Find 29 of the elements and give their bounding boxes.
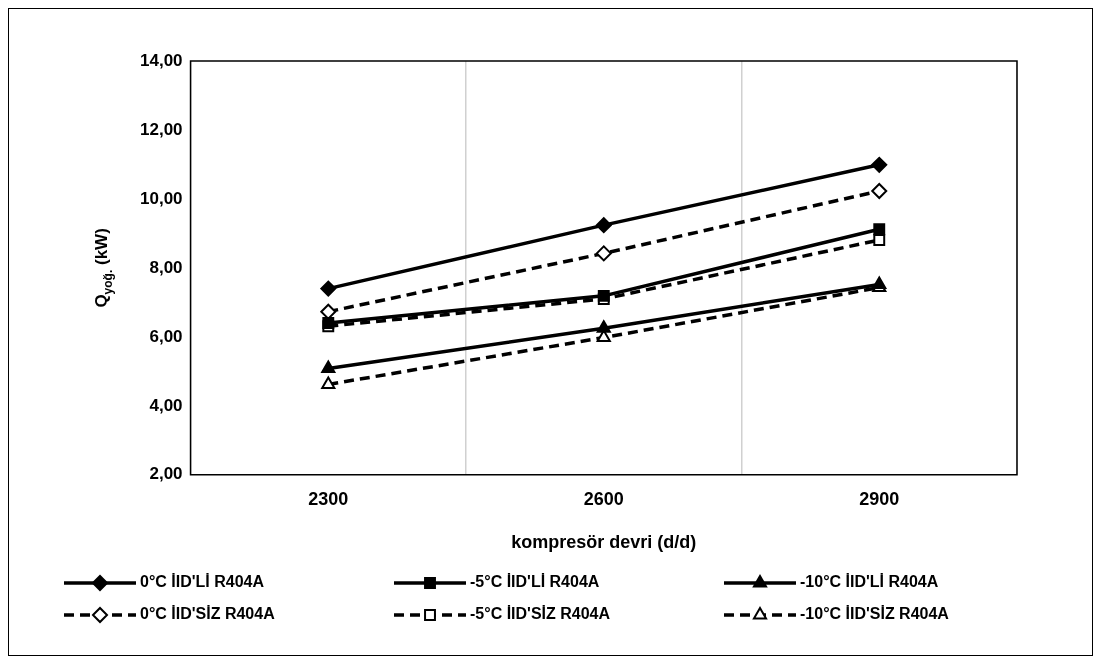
x-tick-label: 2900 xyxy=(859,488,900,509)
y-tick-label: 10,00 xyxy=(139,188,183,208)
point xyxy=(595,245,612,262)
x-tick-label: 2600 xyxy=(583,488,624,509)
y-axis-title: Qyoğ. (kW) xyxy=(91,228,115,308)
point xyxy=(595,217,612,234)
y-tick-label: 4,00 xyxy=(149,395,183,415)
legend-label: -10°C İID'SİZ R404A xyxy=(800,605,950,623)
point xyxy=(871,156,888,173)
y-tick-label: 12,00 xyxy=(139,119,183,139)
legend-label: 0°C İID'SİZ R404A xyxy=(140,605,276,623)
y-tick-label: 2,00 xyxy=(149,464,183,484)
point xyxy=(872,276,887,289)
legend-label: 0°C İID'Lİ R404A xyxy=(140,573,265,591)
x-axis-title: kompresör devri (d/d) xyxy=(511,532,697,553)
legend-label: -5°C İID'Lİ R404A xyxy=(470,573,600,591)
point xyxy=(871,183,888,199)
point xyxy=(596,320,611,333)
legend-label: -10°C İID'Lİ R404A xyxy=(800,573,939,591)
point xyxy=(873,234,886,246)
point xyxy=(873,223,886,236)
point xyxy=(321,360,336,374)
x-tick-label: 2300 xyxy=(308,488,349,509)
legend-label: -5°C İID'SİZ R404A xyxy=(470,605,611,623)
point xyxy=(320,280,337,297)
point xyxy=(321,376,336,389)
y-tick-label: 8,00 xyxy=(149,257,183,277)
y-tick-label: 6,00 xyxy=(149,326,183,346)
y-tick-label: 14,00 xyxy=(139,50,183,70)
